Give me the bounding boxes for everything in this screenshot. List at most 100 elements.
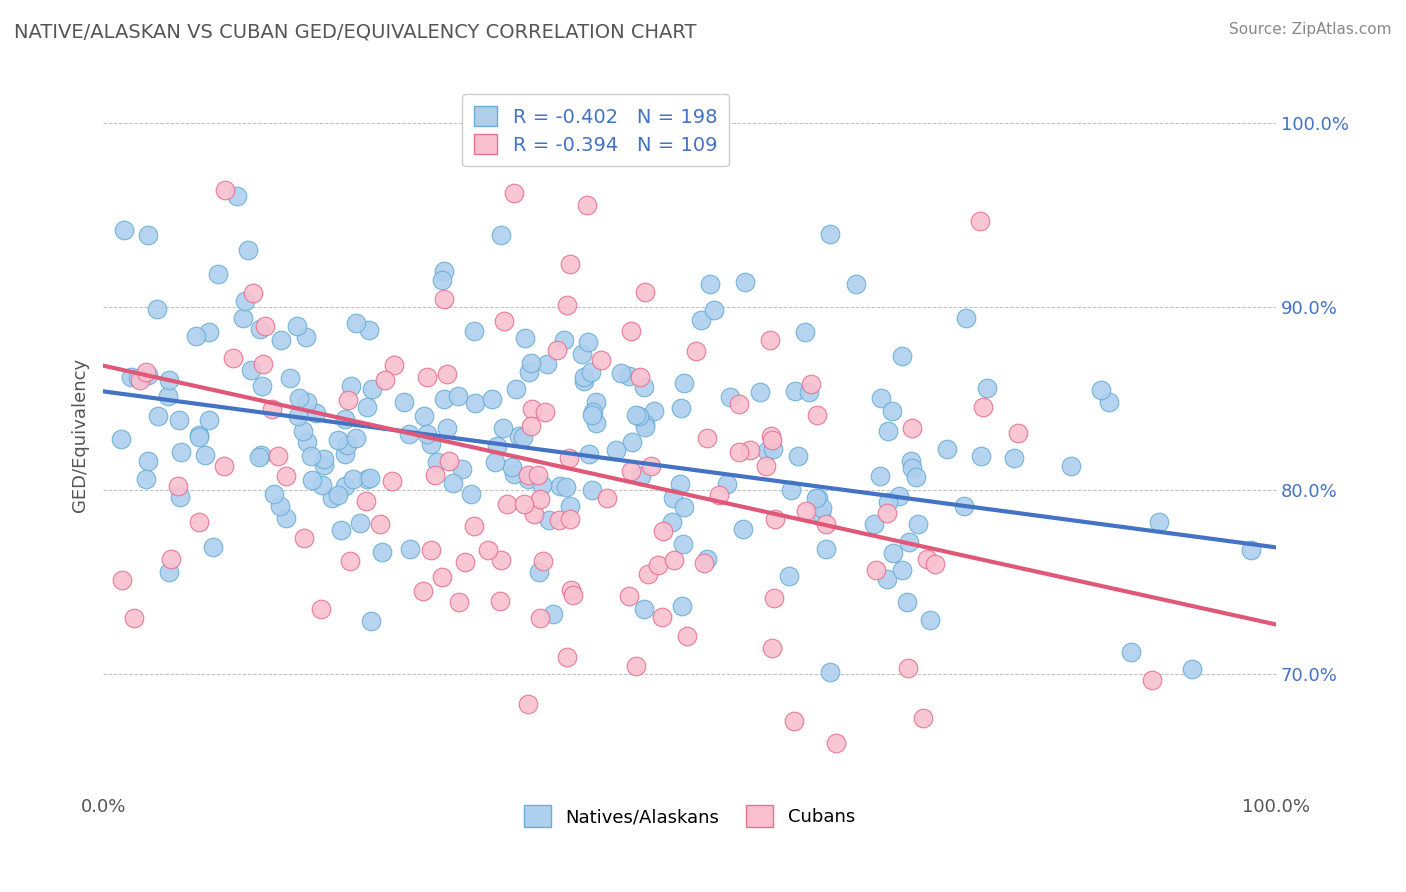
Point — [869, 469, 891, 483]
Point — [160, 552, 183, 566]
Point — [136, 368, 159, 383]
Point — [274, 469, 297, 483]
Point — [585, 417, 607, 431]
Point — [976, 381, 998, 395]
Point — [454, 555, 477, 569]
Point — [904, 470, 927, 484]
Point — [634, 419, 657, 434]
Point — [900, 454, 922, 468]
Point — [447, 595, 470, 609]
Point — [685, 344, 707, 359]
Point — [450, 462, 472, 476]
Point — [626, 658, 648, 673]
Point — [433, 392, 456, 407]
Point — [917, 551, 939, 566]
Point — [167, 413, 190, 427]
Point — [225, 189, 247, 203]
Point — [877, 495, 900, 509]
Point — [652, 524, 675, 538]
Point — [463, 519, 485, 533]
Point — [759, 333, 782, 347]
Point — [576, 334, 599, 349]
Point — [877, 424, 900, 438]
Point — [269, 499, 291, 513]
Point — [222, 351, 245, 365]
Point — [356, 472, 378, 486]
Point — [240, 363, 263, 377]
Point — [464, 396, 486, 410]
Point — [651, 610, 673, 624]
Point — [617, 369, 640, 384]
Point — [276, 511, 298, 525]
Point — [329, 523, 352, 537]
Point — [157, 565, 180, 579]
Point — [136, 227, 159, 242]
Point — [531, 477, 554, 491]
Point — [647, 558, 669, 573]
Point — [359, 471, 381, 485]
Point — [555, 650, 578, 665]
Point — [643, 404, 665, 418]
Point — [374, 373, 396, 387]
Point — [299, 450, 322, 464]
Point — [572, 374, 595, 388]
Point — [432, 273, 454, 287]
Point — [263, 487, 285, 501]
Point — [699, 277, 721, 291]
Text: NATIVE/ALASKAN VS CUBAN GED/EQUIVALENCY CORRELATION CHART: NATIVE/ALASKAN VS CUBAN GED/EQUIVALENCY … — [14, 22, 696, 41]
Point — [876, 506, 898, 520]
Point — [360, 614, 382, 628]
Point — [437, 453, 460, 467]
Point — [460, 486, 482, 500]
Point — [333, 412, 356, 426]
Y-axis label: GED/Equivalency: GED/Equivalency — [72, 359, 89, 513]
Point — [762, 442, 785, 457]
Point — [620, 434, 643, 449]
Point — [882, 403, 904, 417]
Point — [620, 464, 643, 478]
Point — [420, 437, 443, 451]
Point — [576, 197, 599, 211]
Point — [399, 542, 422, 557]
Point — [481, 392, 503, 407]
Point — [800, 377, 823, 392]
Point — [581, 483, 603, 498]
Point — [252, 379, 274, 393]
Point — [392, 395, 415, 409]
Point — [811, 501, 834, 516]
Point — [135, 365, 157, 379]
Point — [135, 472, 157, 486]
Point — [187, 516, 209, 530]
Point — [716, 477, 738, 491]
Point — [312, 451, 335, 466]
Point — [420, 543, 443, 558]
Point — [129, 373, 152, 387]
Legend: Natives/Alaskans, Cubans: Natives/Alaskans, Cubans — [516, 798, 862, 834]
Point — [554, 480, 576, 494]
Point — [110, 573, 132, 587]
Point — [287, 391, 309, 405]
Point — [1119, 645, 1142, 659]
Point — [624, 409, 647, 423]
Point — [759, 429, 782, 443]
Point — [198, 413, 221, 427]
Point — [520, 356, 543, 370]
Point — [1181, 662, 1204, 676]
Point — [124, 611, 146, 625]
Point — [529, 492, 551, 507]
Point — [321, 491, 343, 506]
Point — [517, 468, 540, 483]
Point — [814, 517, 837, 532]
Point — [295, 395, 318, 409]
Point — [1059, 458, 1081, 473]
Point — [661, 515, 683, 529]
Point — [527, 565, 550, 579]
Point — [581, 409, 603, 423]
Point — [342, 472, 364, 486]
Point — [558, 450, 581, 465]
Point — [335, 447, 357, 461]
Point — [136, 454, 159, 468]
Point — [326, 433, 349, 447]
Point — [558, 499, 581, 513]
Point — [494, 314, 516, 328]
